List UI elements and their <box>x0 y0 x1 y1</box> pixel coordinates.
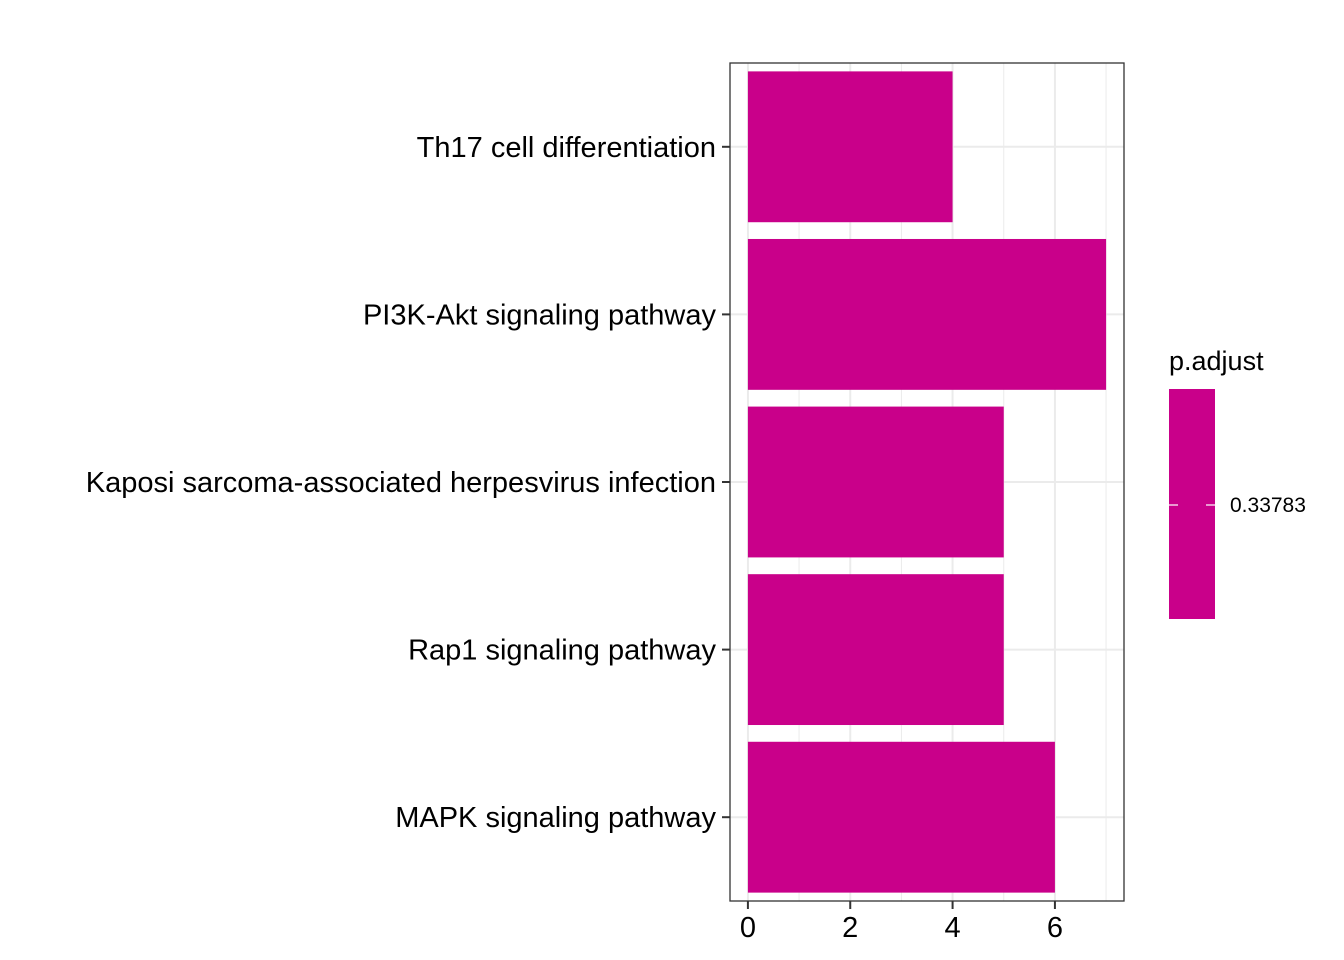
x-tick-label: 0 <box>740 912 756 944</box>
legend-colorbar <box>1169 389 1215 619</box>
y-tick-label: Th17 cell differentiation <box>417 132 716 164</box>
y-axis: Th17 cell differentiation PI3K-Akt signal… <box>86 132 730 834</box>
bar <box>747 574 1004 726</box>
x-tick-label: 4 <box>945 912 961 944</box>
bars <box>747 71 1107 893</box>
bar <box>747 741 1055 893</box>
bar <box>747 406 1004 558</box>
legend-value-label: 0.33783 <box>1230 494 1306 517</box>
legend-title: p.adjust <box>1169 346 1264 376</box>
x-tick-label: 6 <box>1047 912 1063 944</box>
y-tick-label: MAPK signaling pathway <box>395 802 716 834</box>
y-tick-label: Kaposi sarcoma-associated herpesvirus in… <box>86 467 716 499</box>
bar <box>747 71 953 223</box>
x-axis: 0 2 4 6 <box>740 901 1063 944</box>
x-tick-label: 2 <box>842 912 858 944</box>
y-tick-label: Rap1 signaling pathway <box>408 635 716 667</box>
legend: p.adjust 0.33783 <box>1169 346 1306 619</box>
bar <box>747 238 1107 390</box>
y-tick-label: PI3K-Akt signaling pathway <box>363 299 717 331</box>
